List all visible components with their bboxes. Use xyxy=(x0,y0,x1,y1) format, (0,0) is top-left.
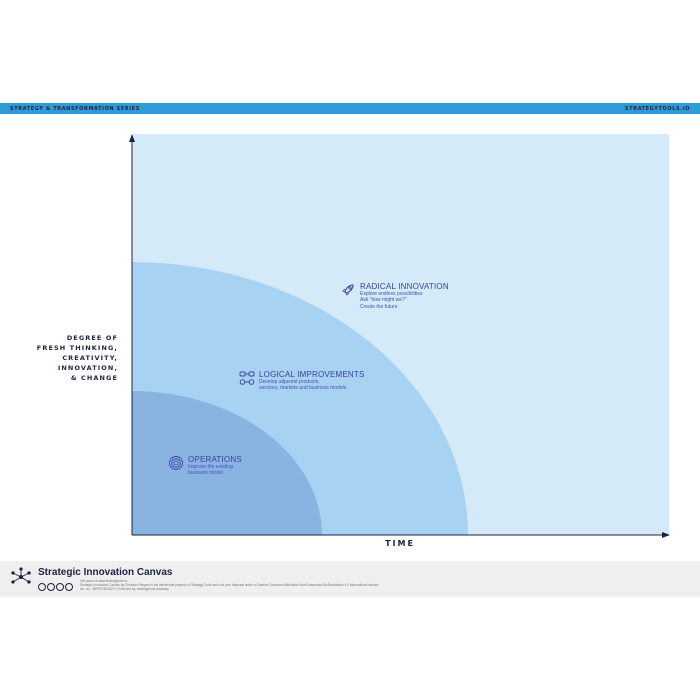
operations-title: OPERATIONS xyxy=(188,455,242,464)
x-axis-label: TIME xyxy=(385,539,415,548)
nd-icon xyxy=(65,583,73,591)
fine-print-license: Strategic Innovation Canvas by Christian… xyxy=(80,583,380,587)
target-icon xyxy=(169,456,183,470)
radical-innovation-block: RADICAL INNOVATION Explore endless possi… xyxy=(342,282,449,310)
footer: Strategic Innovation Canvas Get yours at… xyxy=(0,561,700,597)
series-label: STRATEGY & TRANSFORMATION SERIES xyxy=(10,106,140,112)
x-axis-arrow xyxy=(662,532,670,538)
fine-print-article: Art. no.: 3BF97E4D9423 | Produced by: st… xyxy=(80,587,170,591)
canvas-title: Strategic Innovation Canvas xyxy=(38,567,173,578)
site-link[interactable]: STRATEGYTOOLS.IO xyxy=(624,106,690,112)
series-bar: STRATEGY & TRANSFORMATION SERIES STRATEG… xyxy=(0,103,700,114)
logical-description: Develop adjacent products, services, mar… xyxy=(259,379,347,392)
operations-block: OPERATIONS Improve the existing business… xyxy=(169,455,242,477)
operations-zone xyxy=(132,391,322,535)
cc-icon xyxy=(38,583,46,591)
logical-title: LOGICAL IMPROVEMENTS xyxy=(259,370,365,379)
by-icon xyxy=(47,583,55,591)
radical-description: Explore endless possibilities Ask "how m… xyxy=(360,291,423,310)
y-axis-arrow xyxy=(129,134,135,142)
nc-icon xyxy=(56,583,64,591)
radical-title: RADICAL INNOVATION xyxy=(360,282,449,291)
operations-description: Improve the existing business model xyxy=(188,464,233,477)
logical-improvements-block: LOGICAL IMPROVEMENTS Develop adjacent pr… xyxy=(239,370,365,392)
rocket-icon xyxy=(342,284,354,296)
fine-print-get: Get yours at www.strategytools.io xyxy=(80,579,128,583)
y-axis-label: DEGREE OF FRESH THINKING, CREATIVITY, IN… xyxy=(36,334,118,382)
strategy-tools-logo xyxy=(11,567,31,584)
flow-icon xyxy=(239,371,255,385)
